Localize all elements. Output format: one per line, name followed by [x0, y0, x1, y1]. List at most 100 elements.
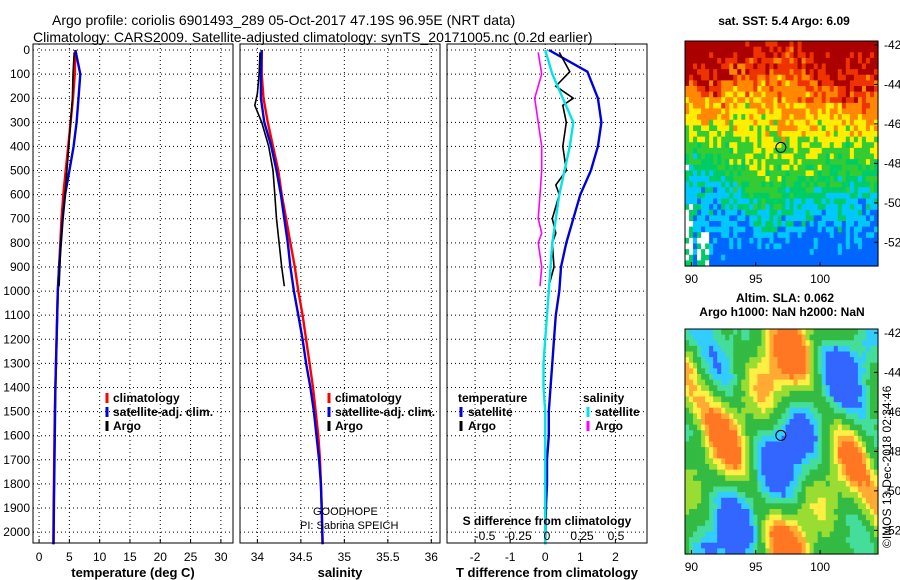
map-cell	[821, 441, 827, 448]
map-cell	[801, 435, 807, 443]
map-cell	[741, 419, 746, 426]
map-cell	[805, 351, 811, 358]
map-cell	[725, 260, 730, 267]
map-cell	[777, 520, 783, 527]
map-cell	[825, 198, 831, 205]
map-cell	[781, 340, 787, 347]
map-cell	[765, 142, 771, 149]
map-cell	[857, 153, 863, 160]
map-cell	[745, 537, 750, 544]
map-cell	[717, 69, 722, 76]
map-cell	[729, 125, 734, 132]
map-cell	[869, 469, 875, 476]
map-cell	[841, 142, 847, 149]
map-cell	[797, 379, 803, 386]
map-cell	[769, 41, 775, 48]
panel-difference: -2 -1 0 1 2T difference from climatology	[446, 43, 648, 580]
map-cell	[749, 368, 754, 375]
map-cell	[873, 413, 879, 420]
map-cell	[761, 204, 767, 211]
map-cell	[721, 497, 726, 504]
map-cell	[865, 514, 871, 521]
map-cell	[773, 531, 779, 538]
map-cell	[697, 464, 702, 471]
map-cell	[833, 520, 839, 527]
map-cell	[873, 198, 879, 205]
map-cell	[741, 469, 746, 476]
map-cell	[757, 464, 762, 471]
map-cell	[705, 232, 710, 239]
map-cell	[761, 108, 767, 115]
map-cell	[701, 396, 706, 403]
map-cell	[729, 249, 734, 256]
map-cell	[761, 147, 767, 155]
map-cell	[733, 531, 738, 538]
map-cell	[713, 351, 718, 358]
map-cell	[797, 464, 803, 471]
map-cell	[853, 413, 859, 420]
map-cell	[861, 69, 867, 76]
map-cell	[853, 469, 859, 476]
map-cell	[769, 379, 775, 386]
map-cell	[857, 531, 863, 538]
map-cell	[689, 114, 694, 121]
map-cell	[797, 452, 803, 459]
map-cell	[821, 402, 827, 409]
map-cell	[773, 475, 779, 482]
map-cell	[733, 345, 738, 353]
map-cell	[753, 475, 758, 482]
map-cell	[789, 63, 795, 70]
map-cell	[765, 181, 771, 188]
map-cell	[825, 125, 831, 132]
map-cell	[865, 435, 871, 443]
map-cell	[817, 147, 823, 155]
map-cell	[729, 492, 734, 499]
map-cell	[773, 368, 779, 375]
map-cell	[789, 131, 795, 138]
map-cell	[765, 260, 771, 267]
map-cell	[873, 424, 879, 431]
map-cell	[741, 46, 746, 53]
map-cell	[749, 57, 754, 65]
map-cell	[749, 419, 754, 426]
map-cell	[725, 221, 730, 228]
map-cell	[841, 441, 847, 448]
map-cell	[689, 57, 694, 65]
map-cell	[853, 114, 859, 121]
map-cell	[773, 548, 779, 555]
map-cell	[685, 232, 690, 239]
map-cell	[789, 548, 795, 555]
map-cell	[853, 136, 859, 143]
map-cell	[769, 237, 775, 245]
map-cell	[697, 357, 702, 364]
map-cell	[817, 492, 823, 499]
map-cell	[805, 102, 811, 110]
map-cell	[865, 345, 871, 353]
map-cell	[717, 243, 722, 250]
map-cell	[765, 542, 771, 549]
map-cell	[849, 221, 855, 228]
map-cell	[837, 509, 843, 516]
map-cell	[757, 164, 762, 171]
map-cell	[729, 357, 734, 364]
map-cell	[697, 458, 702, 465]
map-cell	[749, 63, 754, 70]
map-cell	[805, 181, 811, 188]
map-cell	[761, 469, 767, 476]
map-cell	[869, 520, 875, 527]
map-cell	[749, 447, 754, 454]
map-cell	[821, 424, 827, 431]
map-cell	[777, 334, 783, 341]
map-cell	[801, 357, 807, 364]
map-cell	[853, 531, 859, 538]
map-cell	[689, 237, 694, 245]
map-cell	[777, 379, 783, 386]
map-cell	[769, 226, 775, 233]
map-cell	[845, 86, 851, 93]
map-cell	[861, 402, 867, 409]
map-cell	[749, 486, 754, 493]
map-cell	[845, 136, 851, 143]
map-cell	[729, 226, 734, 233]
map-cell	[813, 390, 819, 398]
map-cell	[717, 63, 722, 70]
